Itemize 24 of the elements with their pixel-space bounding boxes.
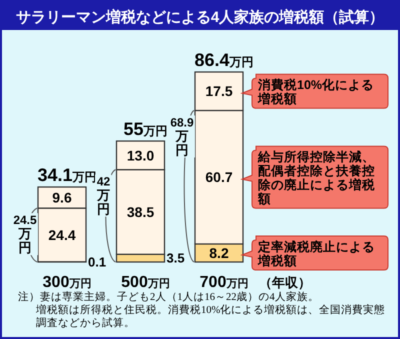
data-label: 60.7 (205, 169, 233, 186)
data-label: 38.5 (126, 204, 154, 220)
data-label: 17.5 (205, 83, 233, 100)
data-label: 24.4 (48, 226, 76, 243)
chart-title: サラリーマン増税などによる4人家族の増税額（試算） (16, 8, 384, 26)
x-tick-label: 300万円 (42, 274, 92, 291)
x-tick-label: 700万円 (200, 274, 248, 291)
data-label: 9.6 (52, 190, 72, 206)
series-label: 消費税10%化による増税額 (257, 77, 374, 106)
data-label: 13.0 (126, 147, 154, 164)
series-label: 定率減税廃止による増税額 (257, 238, 375, 268)
text: 注）妻は専業主婦。子ども2人（1人は16～22歳）の4人家族。 (18, 291, 320, 304)
annotation: 42万円 (96, 174, 110, 217)
total-label: 55万円 (123, 119, 168, 140)
text: 増税額は所得税と住民税。消費税10%化による増税額は、全国消費実態調査などから試算。 (35, 304, 386, 330)
x-tick-label: 500万円 (121, 274, 170, 291)
x-axis-title: （年収） (259, 275, 311, 290)
total-label: 86.4万円 (194, 50, 254, 70)
data-label: 0.1 (88, 254, 106, 270)
series-label: 給与所得控除半減、配偶者控除と扶養控除の廃止による増税額 (257, 149, 376, 206)
data-label: 3.5 (166, 250, 185, 266)
data-label: 8.2 (209, 244, 229, 261)
annotation: 24.5万円 (13, 213, 37, 256)
annotation: 68.9万円 (170, 115, 194, 158)
